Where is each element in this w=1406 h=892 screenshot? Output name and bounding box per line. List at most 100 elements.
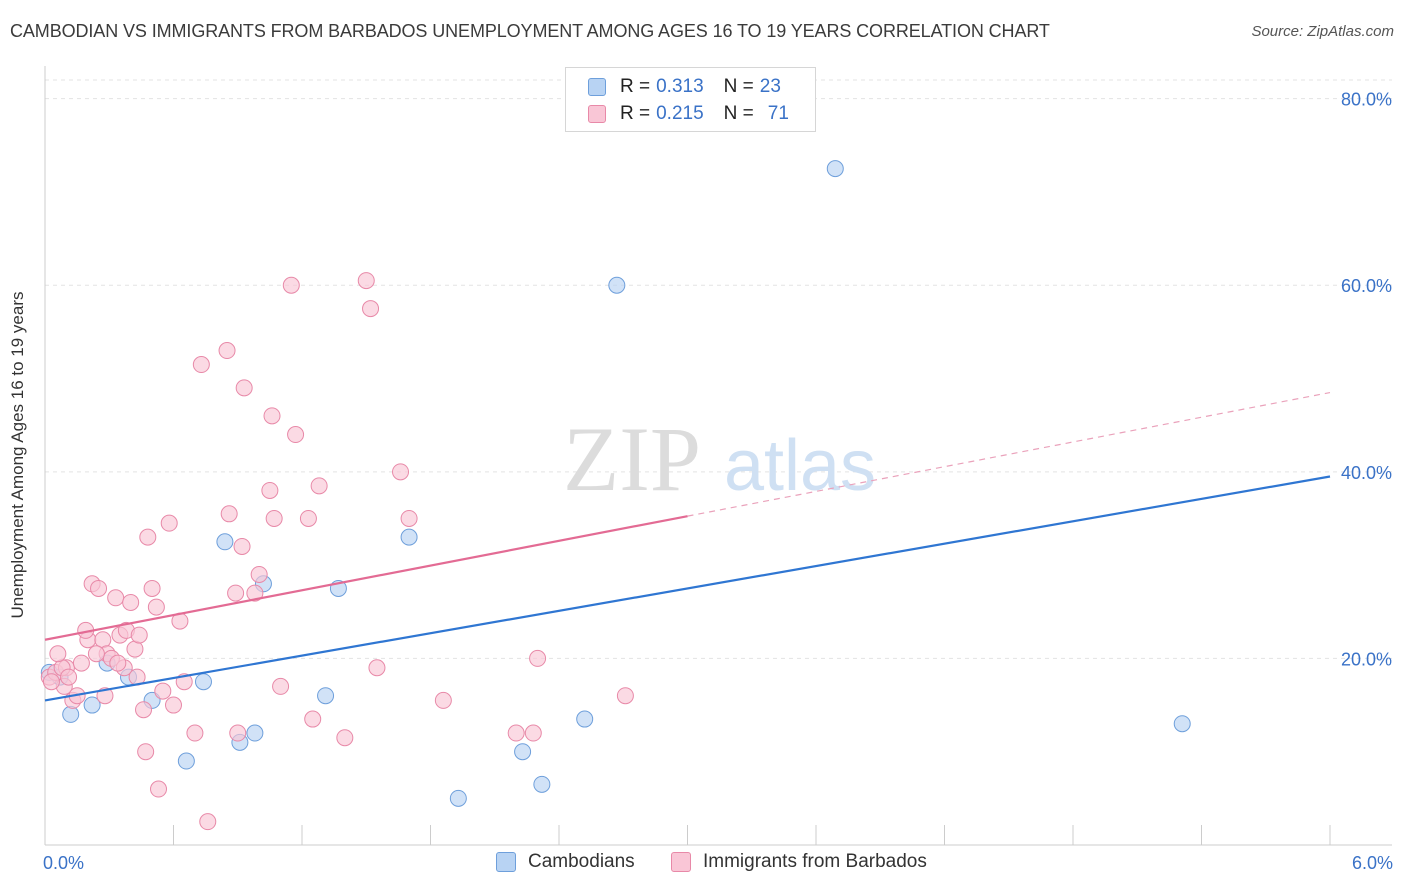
source-label: Source: ZipAtlas.com [1251,23,1394,40]
y-tick-label: 40.0% [1341,463,1392,483]
point-barbados [107,589,125,607]
y-tick-label: 60.0% [1341,276,1392,296]
x-tick-label: 0.0% [43,853,84,873]
legend-row-barbados: R = 0.215 N = 71 [588,101,789,127]
point-barbados [368,659,386,677]
point-cambodians [1173,715,1191,733]
legend-row-cambodians: R = 0.313 N = 23 [588,74,781,100]
point-barbados [310,477,328,495]
point-barbados [199,813,217,831]
point-barbados [392,463,410,481]
point-cambodians [514,743,532,761]
point-barbados [130,626,148,644]
point-barbados [60,668,78,686]
legend-n-value: 23 [759,76,781,97]
legend-label-cambodians: Cambodians [528,851,635,872]
point-barbados [192,356,210,374]
legend-item-barbados[interactable]: Immigrants from Barbados [671,851,927,873]
legend-r-value: 0.215 [656,103,704,124]
point-barbados [263,407,281,425]
point-barbados [227,584,245,602]
point-cambodians [246,724,264,742]
legend-n-value: 71 [767,103,789,124]
point-barbados [139,528,157,546]
legend-swatch-cambodians [496,852,516,872]
point-barbados [87,645,105,663]
point-barbados [233,537,251,555]
trend-layer [44,391,1331,702]
point-barbados [143,579,161,597]
point-barbados [265,509,283,527]
point-barbados [165,696,182,714]
point-cambodians [608,276,626,294]
points-layer [40,160,1191,831]
point-barbados [304,710,322,728]
legend-r-label: R = [620,103,651,124]
point-barbados [122,593,140,611]
point-barbados [336,729,354,747]
legend-swatch-cambodians [588,78,606,96]
point-barbados [246,584,264,602]
point-barbados [235,379,253,397]
point-barbados [434,691,452,709]
legend-swatch-barbados [671,852,691,872]
x-tick-label: 6.0% [1352,853,1393,873]
point-barbados [287,426,305,444]
correlation-legend: R = 0.313 N = 23 R = 0.215 N = 71 [565,67,816,132]
point-cambodians [216,533,234,551]
point-barbados [507,724,525,742]
point-barbados [137,743,155,761]
point-barbados [299,509,317,527]
point-cambodians [576,710,594,728]
point-barbados [272,677,290,695]
point-barbados [72,654,90,672]
point-barbados [42,673,60,691]
point-barbados [529,649,547,667]
point-barbados [220,505,238,523]
point-barbados [218,342,236,360]
point-barbados [150,780,168,798]
point-cambodians [533,775,551,793]
point-barbados [400,509,418,527]
point-barbados [154,682,172,700]
watermark-atlas: atlas [724,426,876,506]
trendline-cambodians [44,475,1331,702]
grid-layer [45,79,1392,659]
legend-n-label: N = [723,76,754,97]
point-barbados [362,300,380,318]
point-barbados [250,565,268,583]
trendline-barbados [44,515,688,641]
point-barbados [160,514,178,532]
point-barbados [261,481,279,499]
point-cambodians [194,673,212,691]
legend-label-barbados: Immigrants from Barbados [703,851,927,872]
point-cambodians [317,687,335,705]
point-barbados [282,276,300,294]
point-barbados [109,654,127,672]
legend-item-cambodians[interactable]: Cambodians [496,851,635,873]
legend-r-label: R = [620,76,651,97]
watermark: ZIP atlas [563,408,876,510]
point-cambodians [62,705,80,723]
series-legend: Cambodians Immigrants from Barbados [0,851,1406,877]
point-barbados [186,724,204,742]
chart-title: CAMBODIAN VS IMMIGRANTS FROM BARBADOS UN… [10,21,1050,41]
point-cambodians [400,528,418,546]
point-barbados [49,645,67,663]
point-cambodians [826,160,844,178]
y-tick-label: 20.0% [1341,649,1392,669]
point-barbados [357,272,375,290]
point-cambodians [177,752,195,770]
legend-swatch-barbados [588,105,606,123]
y-tick-label: 80.0% [1341,90,1392,110]
legend-r-value: 0.313 [656,76,704,97]
point-barbados [90,579,108,597]
point-barbados [616,687,634,705]
point-cambodians [83,696,101,714]
axis-layer [44,66,1392,846]
point-cambodians [449,789,467,807]
point-barbados [229,724,247,742]
watermark-zip: ZIP [563,408,701,510]
legend-n-label: N = [723,103,754,124]
